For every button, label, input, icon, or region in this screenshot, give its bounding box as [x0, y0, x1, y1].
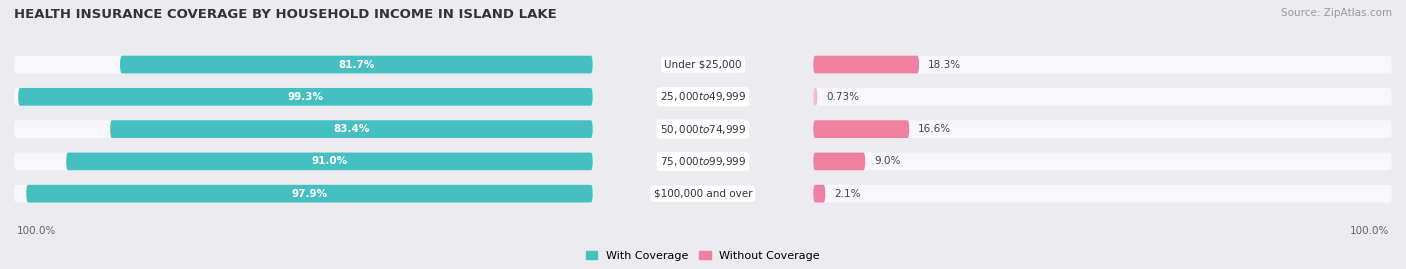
FancyBboxPatch shape — [813, 185, 1392, 203]
Text: HEALTH INSURANCE COVERAGE BY HOUSEHOLD INCOME IN ISLAND LAKE: HEALTH INSURANCE COVERAGE BY HOUSEHOLD I… — [14, 8, 557, 21]
FancyBboxPatch shape — [66, 153, 593, 170]
Text: 100.0%: 100.0% — [1350, 226, 1389, 236]
Text: $100,000 and over: $100,000 and over — [654, 189, 752, 199]
Text: 83.4%: 83.4% — [333, 124, 370, 134]
FancyBboxPatch shape — [14, 88, 593, 106]
FancyBboxPatch shape — [813, 88, 1392, 106]
FancyBboxPatch shape — [813, 56, 1392, 73]
Text: 2.1%: 2.1% — [834, 189, 860, 199]
Text: $75,000 to $99,999: $75,000 to $99,999 — [659, 155, 747, 168]
Text: 99.3%: 99.3% — [287, 92, 323, 102]
Text: Under $25,000: Under $25,000 — [664, 59, 742, 70]
Text: 0.73%: 0.73% — [827, 92, 859, 102]
Text: 18.3%: 18.3% — [928, 59, 960, 70]
FancyBboxPatch shape — [14, 185, 593, 203]
FancyBboxPatch shape — [18, 88, 593, 106]
Text: 97.9%: 97.9% — [291, 189, 328, 199]
Text: 9.0%: 9.0% — [875, 156, 900, 167]
FancyBboxPatch shape — [14, 120, 593, 138]
FancyBboxPatch shape — [813, 120, 1392, 138]
FancyBboxPatch shape — [813, 120, 910, 138]
FancyBboxPatch shape — [813, 56, 920, 73]
FancyBboxPatch shape — [813, 153, 1392, 170]
FancyBboxPatch shape — [120, 56, 593, 73]
FancyBboxPatch shape — [813, 185, 825, 203]
Text: 81.7%: 81.7% — [339, 59, 374, 70]
FancyBboxPatch shape — [14, 56, 593, 73]
Text: $50,000 to $74,999: $50,000 to $74,999 — [659, 123, 747, 136]
Text: Source: ZipAtlas.com: Source: ZipAtlas.com — [1281, 8, 1392, 18]
Text: 16.6%: 16.6% — [918, 124, 950, 134]
Text: 91.0%: 91.0% — [311, 156, 347, 167]
FancyBboxPatch shape — [14, 153, 593, 170]
Legend: With Coverage, Without Coverage: With Coverage, Without Coverage — [586, 251, 820, 261]
FancyBboxPatch shape — [813, 153, 865, 170]
Text: $25,000 to $49,999: $25,000 to $49,999 — [659, 90, 747, 103]
FancyBboxPatch shape — [813, 88, 817, 106]
FancyBboxPatch shape — [110, 120, 593, 138]
Text: 100.0%: 100.0% — [17, 226, 56, 236]
FancyBboxPatch shape — [27, 185, 593, 203]
